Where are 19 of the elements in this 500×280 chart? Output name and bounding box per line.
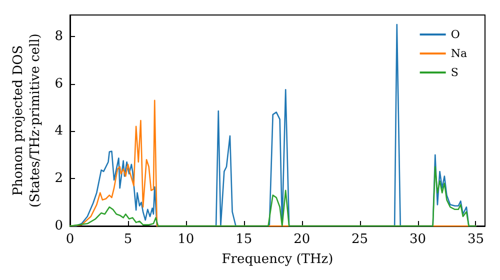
- y-tick-label: 0: [54, 218, 63, 234]
- legend-label: S: [450, 66, 458, 79]
- y-tick-label: 4: [54, 124, 63, 139]
- x-tick-label: 0: [66, 232, 74, 247]
- x-tick-label: 20: [294, 232, 310, 247]
- y-tick-label: 8: [54, 28, 63, 44]
- y-tick-label: 6: [54, 76, 63, 92]
- y-axis-title: Phonon projected DOS (States/THz·primitive cell): [10, 33, 43, 208]
- x-tick-label: 10: [178, 232, 194, 247]
- y-tick-label: 2: [54, 171, 63, 186]
- line-series: [69, 166, 476, 227]
- x-tick-label: 25: [352, 232, 368, 247]
- x-tick-label: 35: [467, 232, 484, 247]
- legend-label: Na: [450, 47, 468, 60]
- x-tick-label: 15: [236, 232, 252, 247]
- x-tick-label: 5: [124, 232, 132, 247]
- legend-label: O: [450, 28, 460, 41]
- x-axis-title: Frequency (THz): [222, 252, 334, 267]
- x-tick-label: 30: [409, 232, 426, 247]
